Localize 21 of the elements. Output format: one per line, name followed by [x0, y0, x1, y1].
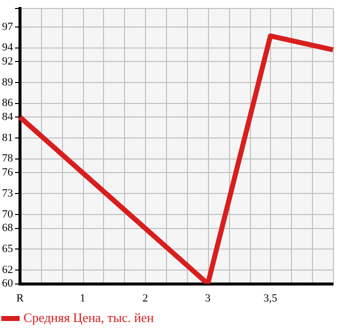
x-tick-label: 3: [205, 292, 212, 304]
y-tick-label: 65: [2, 242, 14, 255]
y-tick-label: 97: [2, 20, 14, 33]
x-tick-label: 2: [142, 292, 148, 304]
y-tick-label: 78: [2, 152, 14, 165]
y-tick-label: 70: [2, 208, 14, 220]
y-tick-label: 81: [2, 132, 13, 144]
x-tick-label: R: [16, 292, 24, 304]
y-tick-label: 73: [2, 187, 14, 200]
y-tick-label: 92: [2, 56, 13, 68]
y-tick-label: 76: [2, 166, 14, 179]
y-tick-label: 84: [2, 111, 14, 124]
y-tick-label: 89: [2, 76, 14, 88]
y-tick-label: 86: [2, 97, 14, 110]
legend-label: Средняя Цена, тыс. йен: [24, 310, 154, 325]
x-tick-label: 1: [80, 292, 86, 304]
y-tick-label: 60: [2, 278, 14, 290]
x-tick-label: 3,5: [264, 292, 278, 304]
y-tick-label: 62: [2, 264, 13, 276]
y-tick-label: 68: [2, 222, 14, 234]
y-tick-label: 94: [2, 42, 14, 54]
